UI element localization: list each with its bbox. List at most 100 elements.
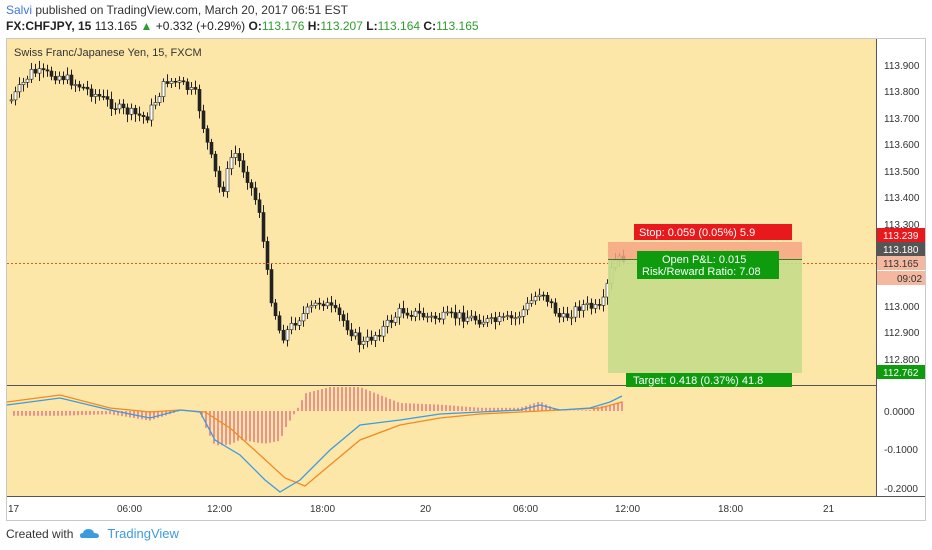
candle: [381, 326, 386, 337]
candle: [209, 141, 214, 155]
candle: [33, 69, 38, 74]
close-value: 113.165: [436, 19, 479, 33]
candle: [385, 319, 390, 327]
candle: [477, 319, 482, 325]
change: +0.332 (+0.29%): [155, 19, 246, 33]
open-pnl: Open P&L: 0.015: [662, 254, 746, 266]
candle: [409, 314, 414, 317]
candle: [85, 86, 90, 90]
countdown: 09:02: [897, 274, 922, 285]
candle: [229, 157, 234, 170]
candle: [121, 103, 126, 109]
candle: [165, 81, 170, 84]
macd-tick: 0.0000: [884, 407, 915, 418]
candle: [333, 304, 338, 309]
target-price-badge: [877, 365, 925, 379]
candle: [317, 302, 322, 305]
stop-price: 113.239: [883, 231, 919, 242]
tradingview-cloud-icon: [80, 528, 100, 538]
macd-line: [6, 395, 623, 493]
last-price-badge: [877, 256, 925, 270]
candle: [501, 316, 506, 318]
candle: [133, 107, 138, 115]
macd-tick: -0.2000: [884, 484, 918, 495]
long-position-tool[interactable]: Stop: 0.059 (0.05%) 5.9 Open P&L: 0.015 …: [608, 224, 802, 387]
candle: [277, 315, 282, 331]
time-tick: 06:00: [513, 504, 538, 515]
candle: [237, 153, 242, 161]
candle: [233, 153, 238, 158]
candle: [285, 329, 290, 341]
candle: [77, 84, 82, 88]
candle: [225, 168, 230, 192]
time-tick: 21: [823, 504, 835, 515]
candle: [9, 99, 14, 102]
target-label: Target: 0.418 (0.37%) 41.8: [633, 375, 763, 387]
time-axis[interactable]: [7, 497, 925, 520]
candle: [393, 316, 398, 323]
open-label: O:: [248, 19, 262, 33]
candle: [41, 68, 46, 71]
candle: [437, 318, 442, 320]
candle: [53, 76, 58, 81]
candle: [21, 82, 26, 85]
candle: [153, 102, 158, 106]
candle: [433, 315, 438, 319]
candle: [369, 336, 374, 341]
publish-info: Salvi published on TradingView.com, Marc…: [6, 3, 348, 17]
tradingview-link[interactable]: TradingView: [107, 526, 179, 541]
time-tick: 12:00: [207, 504, 232, 515]
candle: [161, 81, 166, 97]
target-label-box[interactable]: [626, 373, 792, 387]
macd-indicator: [6, 387, 623, 493]
candle: [561, 313, 566, 318]
up-arrow-icon: ▲: [140, 19, 153, 33]
candle: [73, 84, 78, 86]
candle: [217, 170, 222, 188]
candle: [341, 314, 346, 321]
candle: [533, 296, 538, 302]
candle: [97, 94, 102, 97]
close-label: C:: [423, 19, 437, 33]
stop-label: Stop: 0.059 (0.05%) 5.9: [639, 227, 755, 239]
candle: [109, 99, 114, 109]
candle: [481, 321, 486, 325]
candle: [245, 171, 250, 183]
candle: [517, 316, 522, 319]
candle: [541, 294, 546, 297]
macd-pane[interactable]: [7, 386, 876, 496]
candle: [513, 317, 518, 320]
candle: [601, 296, 606, 306]
candle: [105, 96, 110, 100]
price-badges: 113.239 113.180 113.165 09:02 112.762: [877, 228, 925, 379]
symbol: FX:CHFJPY, 15: [6, 19, 92, 33]
candle: [497, 316, 502, 322]
candle: [597, 304, 602, 306]
candle: [289, 323, 294, 330]
candle: [69, 74, 74, 86]
stop-label-box[interactable]: [634, 224, 792, 240]
candle: [585, 302, 590, 305]
candle: [377, 335, 382, 337]
candle: [397, 308, 402, 318]
candle: [25, 78, 30, 83]
candle: [349, 329, 354, 337]
pnl-label-box[interactable]: [637, 251, 779, 279]
candle: [465, 317, 470, 322]
candle: [193, 87, 198, 90]
candle: [353, 332, 358, 337]
candle: [301, 313, 306, 322]
macd-ticks: 0.0000 -0.1000 -0.2000: [884, 407, 918, 495]
candle: [281, 329, 286, 341]
open-value: 113.176: [261, 19, 305, 33]
time-tick: 18:00: [310, 504, 335, 515]
candle: [321, 303, 326, 307]
current-price-badge: [877, 242, 925, 256]
candle: [185, 81, 190, 90]
author-link[interactable]: Salvi: [6, 3, 33, 17]
price-tick: 113.000: [884, 302, 920, 313]
symbol-bar: FX:CHFJPY, 15 113.165 ▲ +0.332 (+0.29%) …: [6, 19, 479, 33]
candle: [345, 320, 350, 331]
candle: [213, 153, 218, 172]
